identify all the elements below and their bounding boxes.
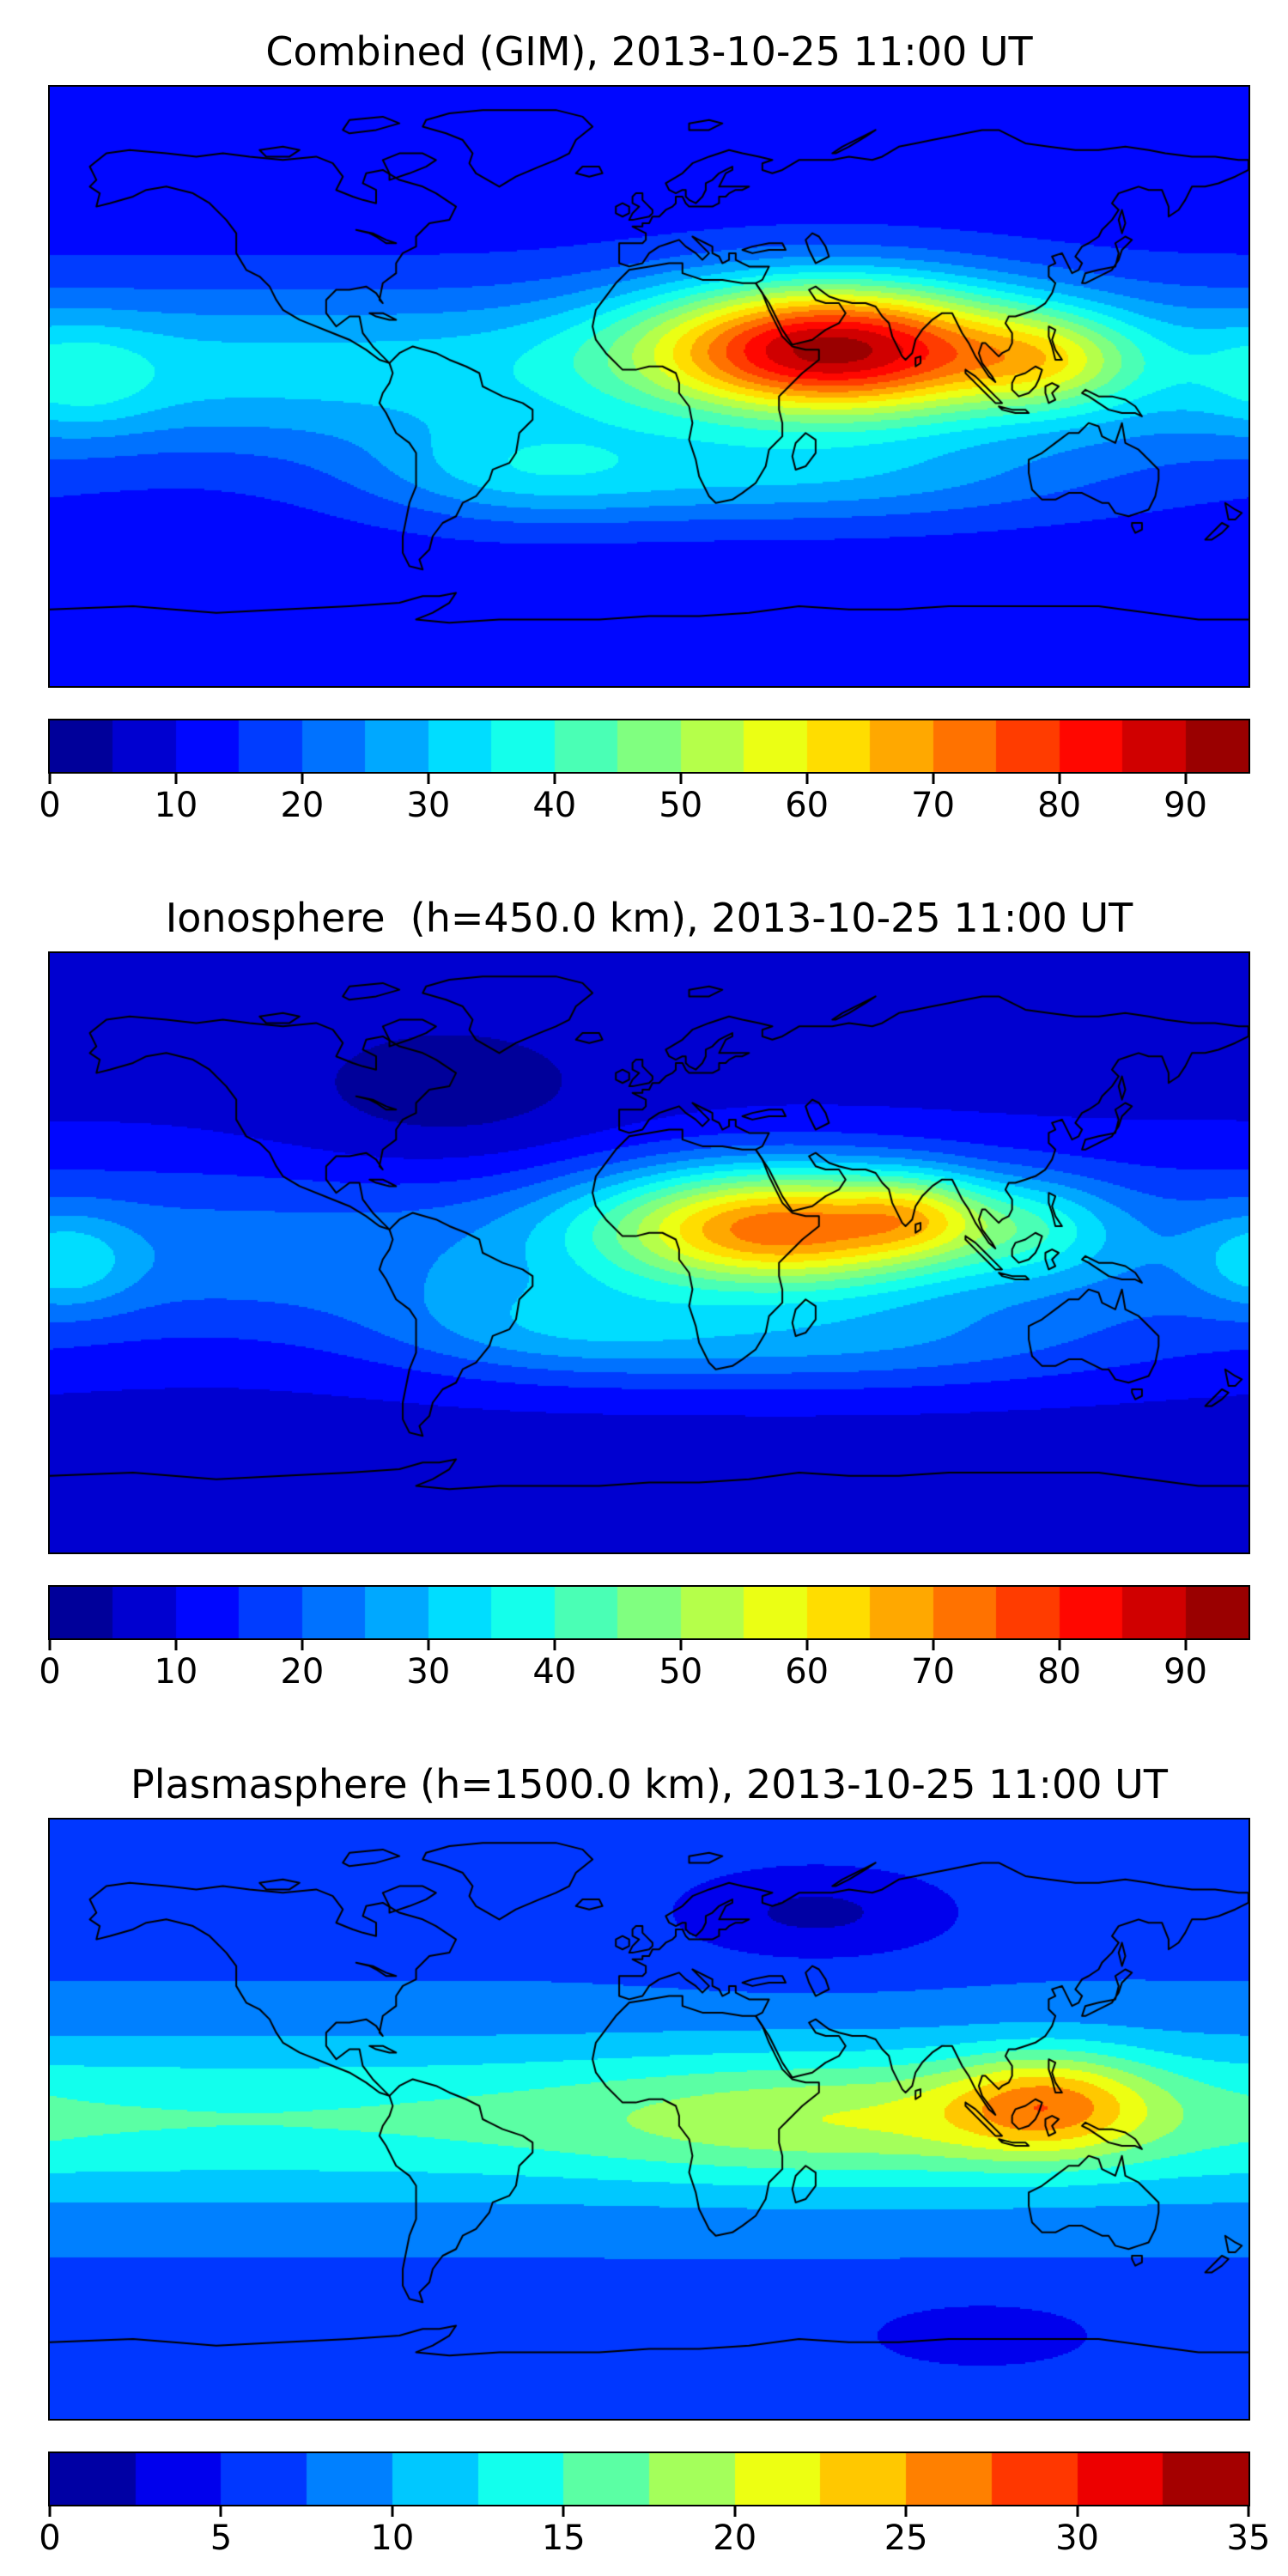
colorbar-tickmark <box>679 1639 683 1650</box>
colorbar-tick-label: 20 <box>280 1651 325 1692</box>
colorbar-tick-label: 30 <box>406 1651 451 1692</box>
colorbar-tickmark <box>553 1639 556 1650</box>
colorbar-tick-label: 20 <box>713 2518 757 2558</box>
tec-map-canvas <box>48 951 1250 1554</box>
colorbar-tickmark <box>427 773 430 784</box>
colorbar-wrap: 0 10 20 30 40 50 60 70 80 90 <box>39 1584 1250 1693</box>
colorbar-tickmark <box>219 2506 222 2517</box>
colorbar-tick-label: 40 <box>532 1651 577 1692</box>
colorbar-tickmark <box>562 2506 565 2517</box>
panel-title: Ionosphere (h=450.0 km), 2013-10-25 11:0… <box>165 894 1133 941</box>
colorbar-ticks: 0 10 20 30 40 50 60 70 80 90 <box>39 1639 1250 1693</box>
colorbar-wrap: 0 10 20 30 40 50 60 70 80 90 <box>39 718 1250 827</box>
colorbar-tick-label: 15 <box>541 2518 586 2558</box>
panel-title: Combined (GIM), 2013-10-25 11:00 UT <box>265 28 1033 75</box>
colorbar-tickmark <box>48 1639 52 1650</box>
colorbar-tick-label: 30 <box>1055 2518 1100 2558</box>
colorbar-tickmark <box>427 1639 430 1650</box>
panel-title: Plasmasphere (h=1500.0 km), 2013-10-25 1… <box>131 1760 1168 1807</box>
colorbar-tick-label: 20 <box>280 785 325 825</box>
colorbar-tickmark <box>1076 2506 1079 2517</box>
colorbar <box>48 718 1250 774</box>
colorbar-tick-label: 60 <box>785 785 829 825</box>
panel-ionosphere: Ionosphere (h=450.0 km), 2013-10-25 11:0… <box>0 894 1288 1693</box>
colorbar-tickmark <box>1058 1639 1061 1650</box>
colorbar-tickmark <box>1184 773 1188 784</box>
colorbar-tickmark <box>553 773 556 784</box>
colorbar-tickmark <box>932 1639 935 1650</box>
colorbar-tickmark <box>1058 773 1061 784</box>
colorbar-tick-label: 50 <box>659 785 703 825</box>
colorbar-tickmark <box>174 773 178 784</box>
colorbar-tick-label: 0 <box>39 1651 61 1692</box>
colorbar-tick-label: 70 <box>911 1651 956 1692</box>
colorbar-tickmark <box>48 2506 52 2517</box>
colorbar <box>48 2451 1250 2506</box>
colorbar-tickmark <box>1184 1639 1188 1650</box>
colorbar-tickmark <box>1247 2506 1250 2517</box>
panel-plasmasphere: Plasmasphere (h=1500.0 km), 2013-10-25 1… <box>0 1760 1288 2560</box>
colorbar-wrap: 0 5 10 15 20 25 30 35 <box>39 2451 1270 2560</box>
colorbar-tick-label: 25 <box>884 2518 928 2558</box>
colorbar-tick-label: 10 <box>370 2518 415 2558</box>
colorbar-tickmark <box>805 773 809 784</box>
colorbar-tickmark <box>679 773 683 784</box>
colorbar-tickmark <box>733 2506 737 2517</box>
tec-map-canvas <box>48 84 1250 688</box>
colorbar-tickmark <box>932 773 935 784</box>
colorbar-tickmark <box>301 773 304 784</box>
panel-combined-gim: Combined (GIM), 2013-10-25 11:00 UT 0 10 2… <box>0 29 1288 827</box>
colorbar-tick-label: 0 <box>39 785 61 825</box>
colorbar-tick-label: 90 <box>1163 1651 1207 1692</box>
colorbar-ticks: 0 5 10 15 20 25 30 35 <box>39 2506 1270 2560</box>
colorbar-tickmark <box>174 1639 178 1650</box>
colorbar <box>48 1584 1250 1640</box>
colorbar-tick-label: 35 <box>1226 2518 1271 2558</box>
colorbar-tick-label: 10 <box>154 1651 198 1692</box>
tec-map-canvas <box>48 1817 1250 2421</box>
colorbar-tick-label: 60 <box>785 1651 829 1692</box>
colorbar-tickmark <box>391 2506 394 2517</box>
colorbar-tickmark <box>805 1639 809 1650</box>
colorbar-tick-label: 0 <box>39 2518 61 2558</box>
colorbar-tickmark <box>904 2506 908 2517</box>
colorbar-tick-label: 80 <box>1037 785 1082 825</box>
colorbar-tick-label: 50 <box>659 1651 703 1692</box>
colorbar-tickmark <box>301 1639 304 1650</box>
colorbar-tick-label: 10 <box>154 785 198 825</box>
colorbar-tick-label: 40 <box>532 785 577 825</box>
colorbar-ticks: 0 10 20 30 40 50 60 70 80 90 <box>39 773 1250 827</box>
colorbar-tick-label: 90 <box>1163 785 1207 825</box>
colorbar-tick-label: 80 <box>1037 1651 1082 1692</box>
colorbar-tick-label: 5 <box>210 2518 233 2558</box>
colorbar-tickmark <box>48 773 52 784</box>
colorbar-tick-label: 70 <box>911 785 956 825</box>
colorbar-tick-label: 30 <box>406 785 451 825</box>
